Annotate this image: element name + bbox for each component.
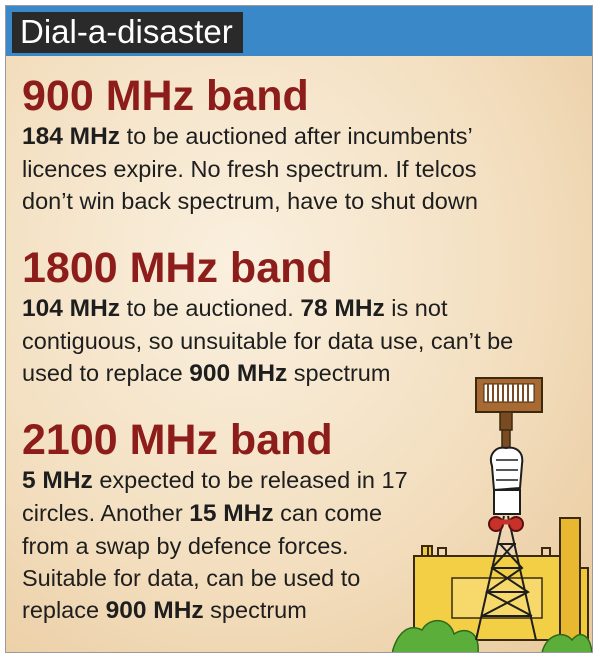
band-title: 1800 MHz band bbox=[22, 244, 333, 292]
header-bar: Dial-a-disaster bbox=[6, 6, 592, 56]
desc-line: 104 MHz to be auctioned. 78 MHz is not bbox=[22, 295, 448, 322]
hand-holding-mobile-phone-icon bbox=[475, 377, 543, 515]
desc-line: licences expire. No fresh spectrum. If t… bbox=[22, 156, 477, 182]
bushes bbox=[392, 620, 592, 652]
desc-line: circles. Another 15 MHz can come bbox=[22, 500, 383, 527]
band-900-section: 900 MHz band 184 MHz to be auctioned aft… bbox=[22, 72, 584, 217]
band-title: 2100 MHz band bbox=[22, 416, 333, 464]
desc-line: 5 MHz expected to be released in 17 bbox=[22, 467, 408, 494]
fort-wall-icon bbox=[413, 517, 589, 641]
page-title: Dial-a-disaster bbox=[12, 12, 243, 53]
desc-line: don’t win back spectrum, have to shut do… bbox=[22, 188, 478, 214]
band-1800-section: 1800 MHz band 104 MHz to be auctioned. 7… bbox=[22, 244, 584, 390]
tower-illustration bbox=[392, 377, 592, 652]
infographic-panel: Dial-a-disaster bbox=[5, 5, 593, 653]
desc-line: replace 900 MHz spectrum bbox=[22, 597, 307, 624]
band-title: 900 MHz band bbox=[22, 72, 309, 120]
desc-line: used to replace 900 MHz spectrum bbox=[22, 360, 391, 387]
band-description: 5 MHz expected to be released in 17 circ… bbox=[22, 464, 584, 627]
band-2100-section: 2100 MHz band 5 MHz expected to be relea… bbox=[22, 416, 584, 627]
desc-line: contiguous, so unsuitable for data use, … bbox=[22, 328, 514, 354]
desc-line: Suitable for data, can be used to bbox=[22, 565, 361, 591]
band-description: 104 MHz to be auctioned. 78 MHz is not c… bbox=[22, 292, 584, 390]
desc-line: 184 MHz to be auctioned after incumbents… bbox=[22, 123, 473, 150]
desc-line: from a swap by defence forces. bbox=[22, 533, 349, 559]
band-description: 184 MHz to be auctioned after incumbents… bbox=[22, 120, 584, 217]
transmission-tower-icon bbox=[475, 515, 537, 641]
